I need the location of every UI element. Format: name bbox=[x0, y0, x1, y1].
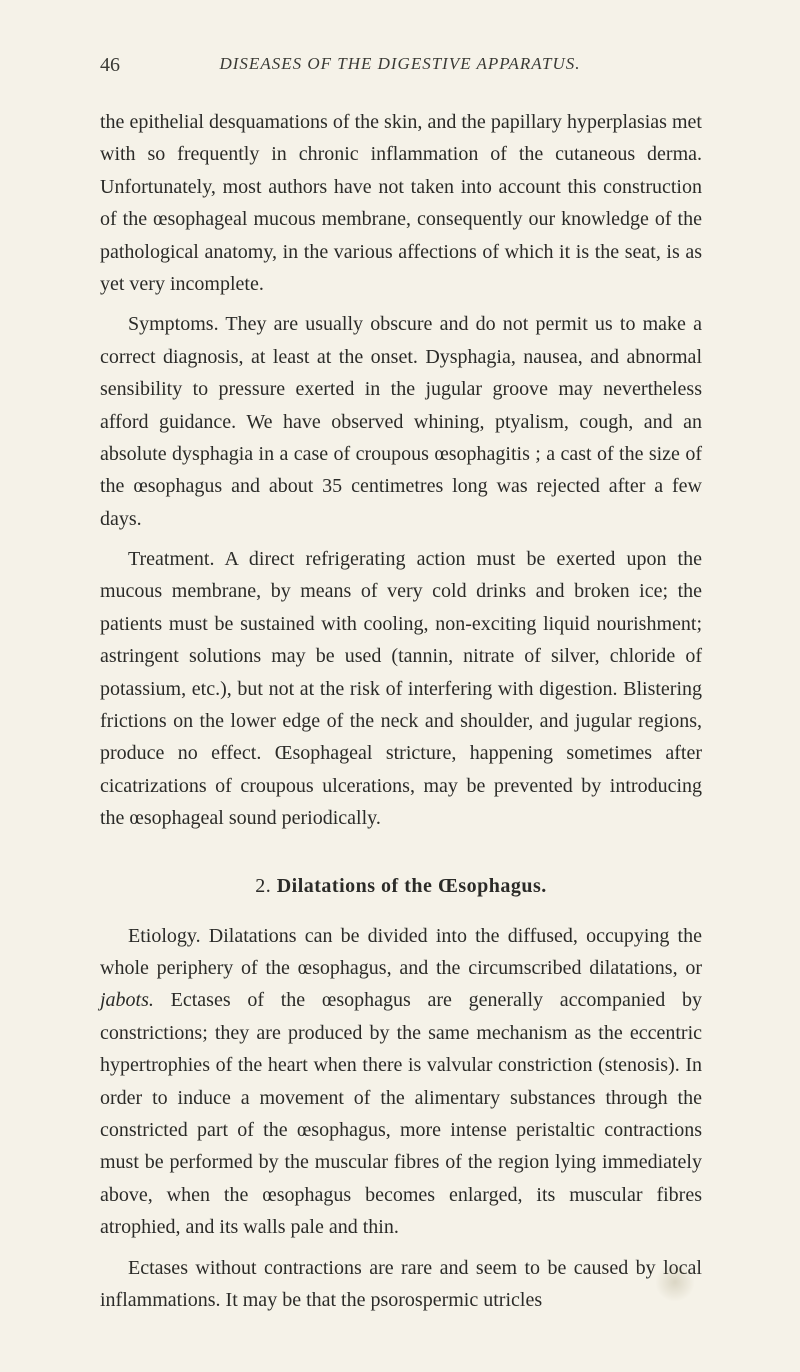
paragraph-ectases: Ectases without contractions are rare an… bbox=[100, 1252, 702, 1317]
paragraph-symptoms: Symptoms. They are usually obscure and d… bbox=[100, 308, 702, 535]
lead-etiology: Etiology. bbox=[128, 925, 201, 947]
section-heading: 2. Dilatations of the Œsophagus. bbox=[100, 875, 702, 898]
page-stain bbox=[655, 1262, 695, 1302]
section-title: Dilatations of the Œsophagus. bbox=[277, 875, 547, 897]
lead-treatment: Treatment. bbox=[128, 548, 214, 570]
italic-jabots: jabots. bbox=[100, 989, 154, 1011]
lead-symptoms: Symptoms. bbox=[128, 313, 219, 335]
paragraph-treatment: Treatment. A direct refrigerating action… bbox=[100, 543, 702, 835]
paragraph-etiology: Etiology. Dilatations can be divided int… bbox=[100, 920, 702, 1244]
paragraph-treatment-text: A direct refrigerating action must be ex… bbox=[100, 548, 702, 829]
paragraph-etiology-text-b: Ectases of the œsophagus are generally a… bbox=[100, 989, 702, 1238]
paragraph-symptoms-text: They are usually obscure and do not perm… bbox=[100, 313, 702, 529]
running-header: DISEASES OF THE DIGESTIVE APPARATUS. bbox=[219, 54, 580, 74]
page-content: the epithelial desquamations of the skin… bbox=[100, 106, 702, 1316]
paragraph-1: the epithelial desquamations of the skin… bbox=[100, 106, 702, 300]
page-number: 46 bbox=[100, 54, 120, 77]
section-number: 2. bbox=[255, 875, 271, 897]
